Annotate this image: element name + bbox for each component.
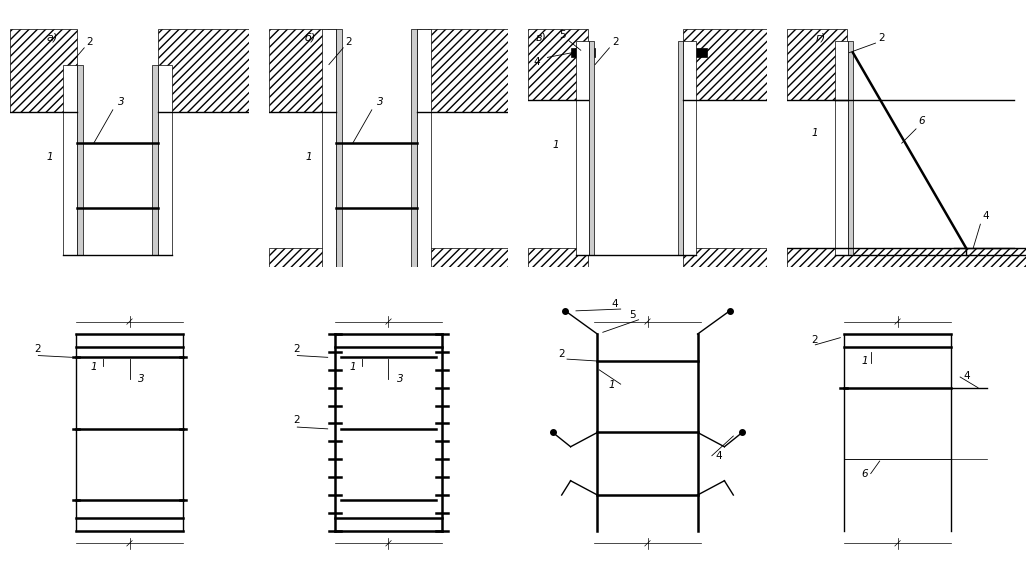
Bar [684, 41, 696, 255]
Bar [571, 48, 595, 57]
Text: 5: 5 [559, 30, 566, 40]
Text: 2: 2 [877, 32, 885, 43]
Bar [418, 29, 431, 267]
Bar [787, 29, 847, 100]
Bar [835, 41, 848, 255]
Text: г): г) [816, 32, 826, 43]
Bar [684, 248, 767, 267]
Text: 2: 2 [812, 335, 818, 345]
Text: 3: 3 [398, 374, 404, 385]
Text: 1: 1 [552, 140, 558, 150]
Bar [152, 64, 159, 255]
Text: 2: 2 [611, 38, 618, 47]
Text: 1: 1 [306, 152, 312, 162]
Text: 6: 6 [919, 116, 925, 126]
Bar [269, 29, 336, 112]
Bar [10, 29, 77, 112]
Bar [411, 29, 418, 267]
Bar [63, 64, 77, 255]
Bar [528, 29, 588, 100]
Bar [269, 248, 336, 267]
Text: 2: 2 [35, 344, 41, 354]
Text: 1: 1 [811, 128, 817, 138]
Bar [418, 248, 508, 267]
Text: 1: 1 [349, 362, 355, 372]
Bar [589, 41, 594, 255]
Text: 4: 4 [716, 451, 722, 461]
Bar [787, 248, 1026, 267]
Text: 5: 5 [630, 310, 636, 320]
Text: 3: 3 [118, 97, 124, 107]
Text: в): в) [536, 32, 546, 43]
Text: 3: 3 [377, 97, 383, 107]
Bar [679, 41, 684, 255]
Bar [322, 29, 336, 267]
Text: 2: 2 [294, 344, 300, 354]
Bar [684, 48, 707, 57]
Text: 3: 3 [139, 374, 145, 385]
Text: 2: 2 [294, 415, 300, 426]
Text: б): б) [306, 32, 316, 43]
Bar [159, 29, 249, 112]
Text: 1: 1 [47, 152, 53, 162]
Text: 4: 4 [983, 212, 989, 221]
Bar [684, 29, 767, 100]
Text: 2: 2 [346, 38, 352, 47]
Text: 6: 6 [862, 469, 868, 479]
Bar [159, 64, 172, 255]
Text: 2: 2 [87, 38, 93, 47]
Bar [848, 41, 853, 255]
Bar [528, 248, 588, 267]
Text: 1: 1 [90, 362, 96, 372]
Bar [418, 29, 508, 112]
Text: 4: 4 [611, 299, 618, 310]
Bar [336, 29, 342, 267]
Text: а): а) [47, 32, 57, 43]
Text: 4: 4 [963, 371, 971, 381]
Bar [576, 41, 589, 255]
Text: 4: 4 [534, 56, 540, 67]
Bar [77, 64, 83, 255]
Text: 1: 1 [608, 380, 614, 390]
Text: 1: 1 [862, 357, 868, 366]
Text: 2: 2 [558, 349, 565, 360]
